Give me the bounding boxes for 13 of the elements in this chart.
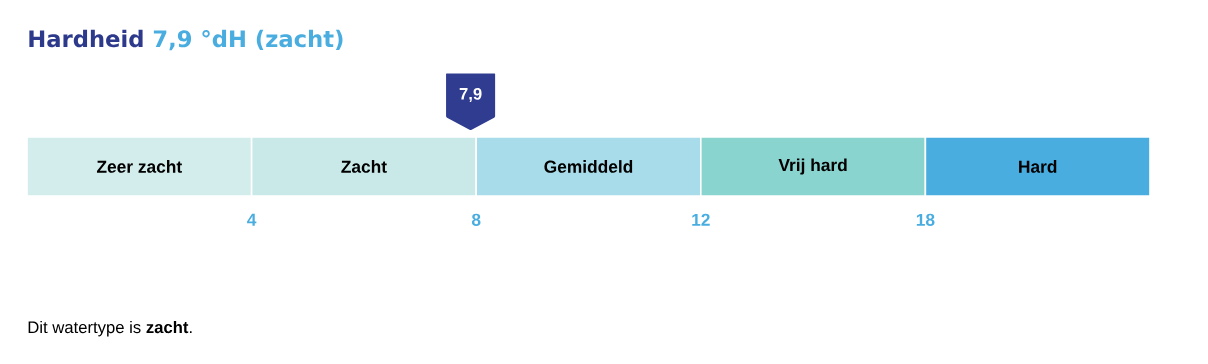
series-label: Zacht	[341, 160, 387, 173]
chart-title: Hardheid	[29, 29, 143, 48]
text: 8	[471, 213, 481, 226]
text: 12	[692, 213, 710, 226]
series-label: Gemiddeld	[544, 160, 633, 173]
text: Dit watertype is zacht.	[28, 320, 192, 337]
series-label: Hard	[1019, 160, 1057, 173]
series-label: Vrij hard	[778, 158, 847, 175]
chart-subtitle: 7,9 °dH (zacht)	[153, 29, 343, 51]
text: 7,9	[459, 87, 482, 103]
series-label: Zeer zacht	[96, 160, 182, 173]
text: 4	[247, 213, 257, 226]
text: 18	[916, 213, 935, 226]
